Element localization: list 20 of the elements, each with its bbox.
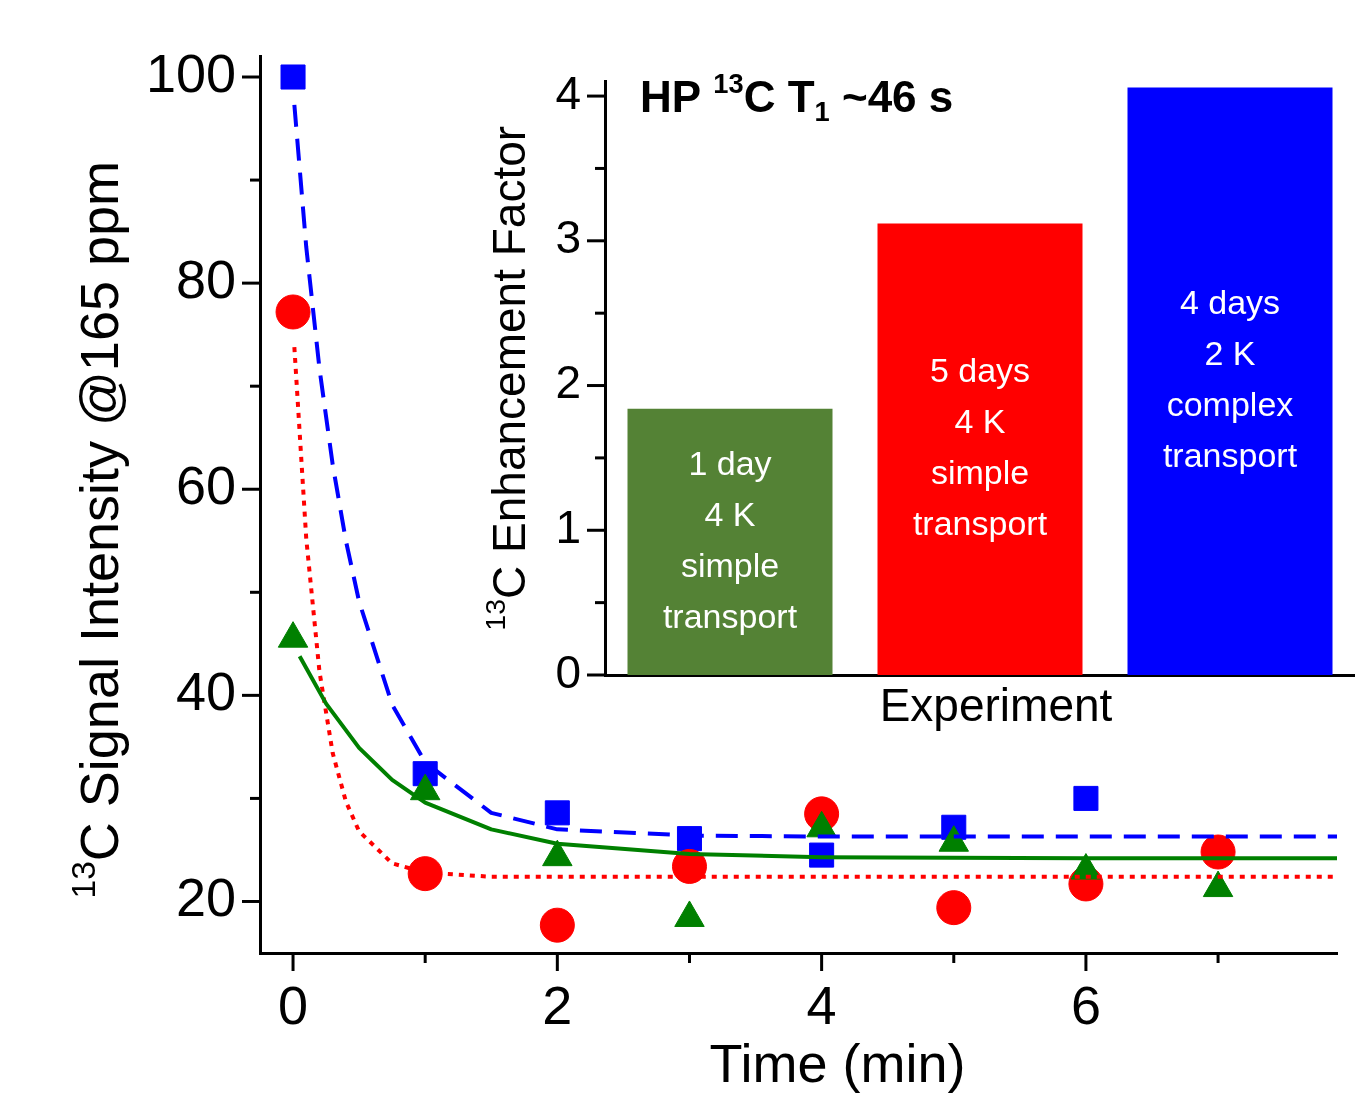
- y-tick-label: 1: [555, 500, 581, 553]
- bar: [877, 223, 1083, 675]
- x-axis-title: Experiment: [879, 678, 1113, 731]
- y-axis-title: 13C Enhancement Factor: [479, 125, 535, 631]
- y-tick-label: 20: [175, 867, 236, 928]
- y-tick-label: 100: [145, 42, 236, 103]
- y-axis-title: 13C Signal Intensity @165 ppm: [64, 160, 129, 899]
- y-tick-label: 40: [175, 661, 236, 722]
- bar: [1127, 87, 1333, 675]
- y-tick-label: 3: [555, 211, 581, 264]
- bar: [627, 408, 833, 675]
- x-tick-label: 6: [1070, 975, 1101, 1036]
- x-tick-label: 5 days 4 K simple transport: [912, 351, 1048, 543]
- y-tick-label: 60: [175, 455, 236, 516]
- x-tick-label: 4 days 2 K complex transport: [1162, 283, 1298, 475]
- y-tick-label: 80: [175, 249, 236, 310]
- y-tick-label: 4: [555, 66, 581, 119]
- y-tick-label: 0: [555, 645, 581, 698]
- x-tick-label: 0: [278, 975, 309, 1036]
- x-tick-label: 1 day 4 K simple transport: [662, 443, 798, 635]
